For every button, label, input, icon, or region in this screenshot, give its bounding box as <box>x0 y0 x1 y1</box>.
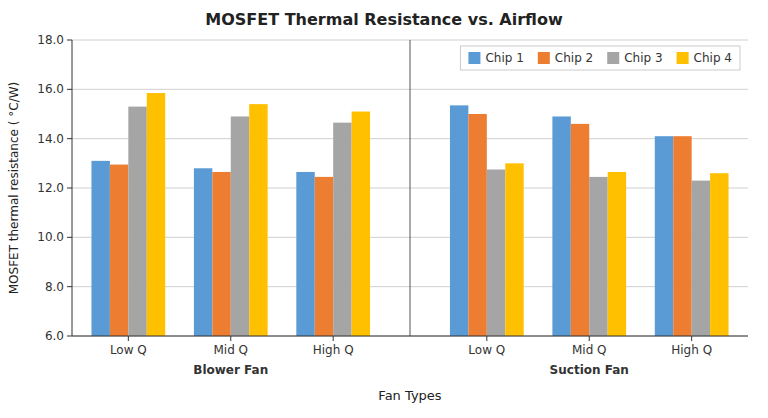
x-axis-line <box>72 336 748 337</box>
legend-label: Chip 4 <box>694 51 732 65</box>
y-tick-label: 14.0 <box>37 132 64 146</box>
legend-label: Chip 1 <box>485 51 523 65</box>
grid-line <box>72 336 748 337</box>
bar <box>296 172 314 336</box>
bar <box>468 114 486 336</box>
bar <box>315 177 333 336</box>
bar <box>352 112 370 336</box>
y-tick-label: 12.0 <box>37 181 64 195</box>
y-tick <box>67 188 72 189</box>
x-tick-label: High Q <box>671 343 712 357</box>
y-tick-label: 18.0 <box>37 33 64 47</box>
bar <box>249 104 267 336</box>
y-tick-label: 8.0 <box>45 280 64 294</box>
legend-frame <box>460 46 740 70</box>
bar <box>487 170 505 337</box>
legend-swatch <box>538 52 550 64</box>
x-tick <box>691 336 692 341</box>
y-axis: 6.0 8.0 10.0 12.0 14.0 16.0 18.0 <box>37 33 72 343</box>
group-separators <box>410 40 411 336</box>
x-tick <box>486 336 487 341</box>
x-axis: Low Q Mid Q High Q Low Q Mid Q High Q <box>110 336 712 357</box>
bar <box>655 136 673 336</box>
legend-label: Chip 3 <box>624 51 662 65</box>
y-tick-label: 10.0 <box>37 230 64 244</box>
x-tick-label: Low Q <box>110 343 147 357</box>
legend-label: Chip 2 <box>555 51 593 65</box>
x-tick <box>589 336 590 341</box>
bar <box>673 136 691 336</box>
y-tick-label: 16.0 <box>37 82 64 96</box>
group-separator <box>410 40 411 336</box>
bar <box>91 161 109 336</box>
group-label: Suction Fan <box>550 363 629 377</box>
legend-swatch <box>468 52 480 64</box>
y-axis-line <box>72 40 73 336</box>
legend-swatch <box>607 52 619 64</box>
bar <box>110 165 128 336</box>
x-tick <box>230 336 231 341</box>
bar <box>212 172 230 336</box>
bar <box>147 93 165 336</box>
y-axis-label: MOSFET thermal resistance ( °C/W) <box>7 82 21 294</box>
legend: Chip 1 Chip 2 Chip 3 Chip 4 <box>460 46 740 70</box>
bar <box>231 116 249 336</box>
chart: 6.0 8.0 10.0 12.0 14.0 16.0 18.0 Low Q Mid Q High… <box>0 0 768 418</box>
bar <box>692 181 710 336</box>
x-axis-label: Fan Types <box>378 388 441 403</box>
y-tick <box>67 336 72 337</box>
x-tick-label: Mid Q <box>572 343 607 357</box>
bar <box>194 168 212 336</box>
x-tick-label: High Q <box>313 343 354 357</box>
bar <box>608 172 626 336</box>
group-label: Blower Fan <box>193 363 268 377</box>
legend-swatch <box>677 52 689 64</box>
x-tick <box>333 336 334 341</box>
y-tick-label: 6.0 <box>45 329 64 343</box>
bar <box>710 173 728 336</box>
y-tick <box>67 286 72 287</box>
bar <box>571 124 589 336</box>
x-tick <box>128 336 129 341</box>
grid <box>72 40 748 336</box>
bar <box>505 163 523 336</box>
bar <box>589 177 607 336</box>
y-tick <box>67 40 72 41</box>
bar <box>333 123 351 336</box>
y-tick <box>67 237 72 238</box>
chart-title: MOSFET Thermal Resistance vs. Airflow <box>205 10 563 29</box>
y-tick <box>67 138 72 139</box>
x-tick-label: Mid Q <box>213 343 248 357</box>
bar <box>552 116 570 336</box>
bar <box>128 107 146 336</box>
bar <box>450 105 468 336</box>
x-tick-label: Low Q <box>468 343 505 357</box>
y-tick <box>67 89 72 90</box>
